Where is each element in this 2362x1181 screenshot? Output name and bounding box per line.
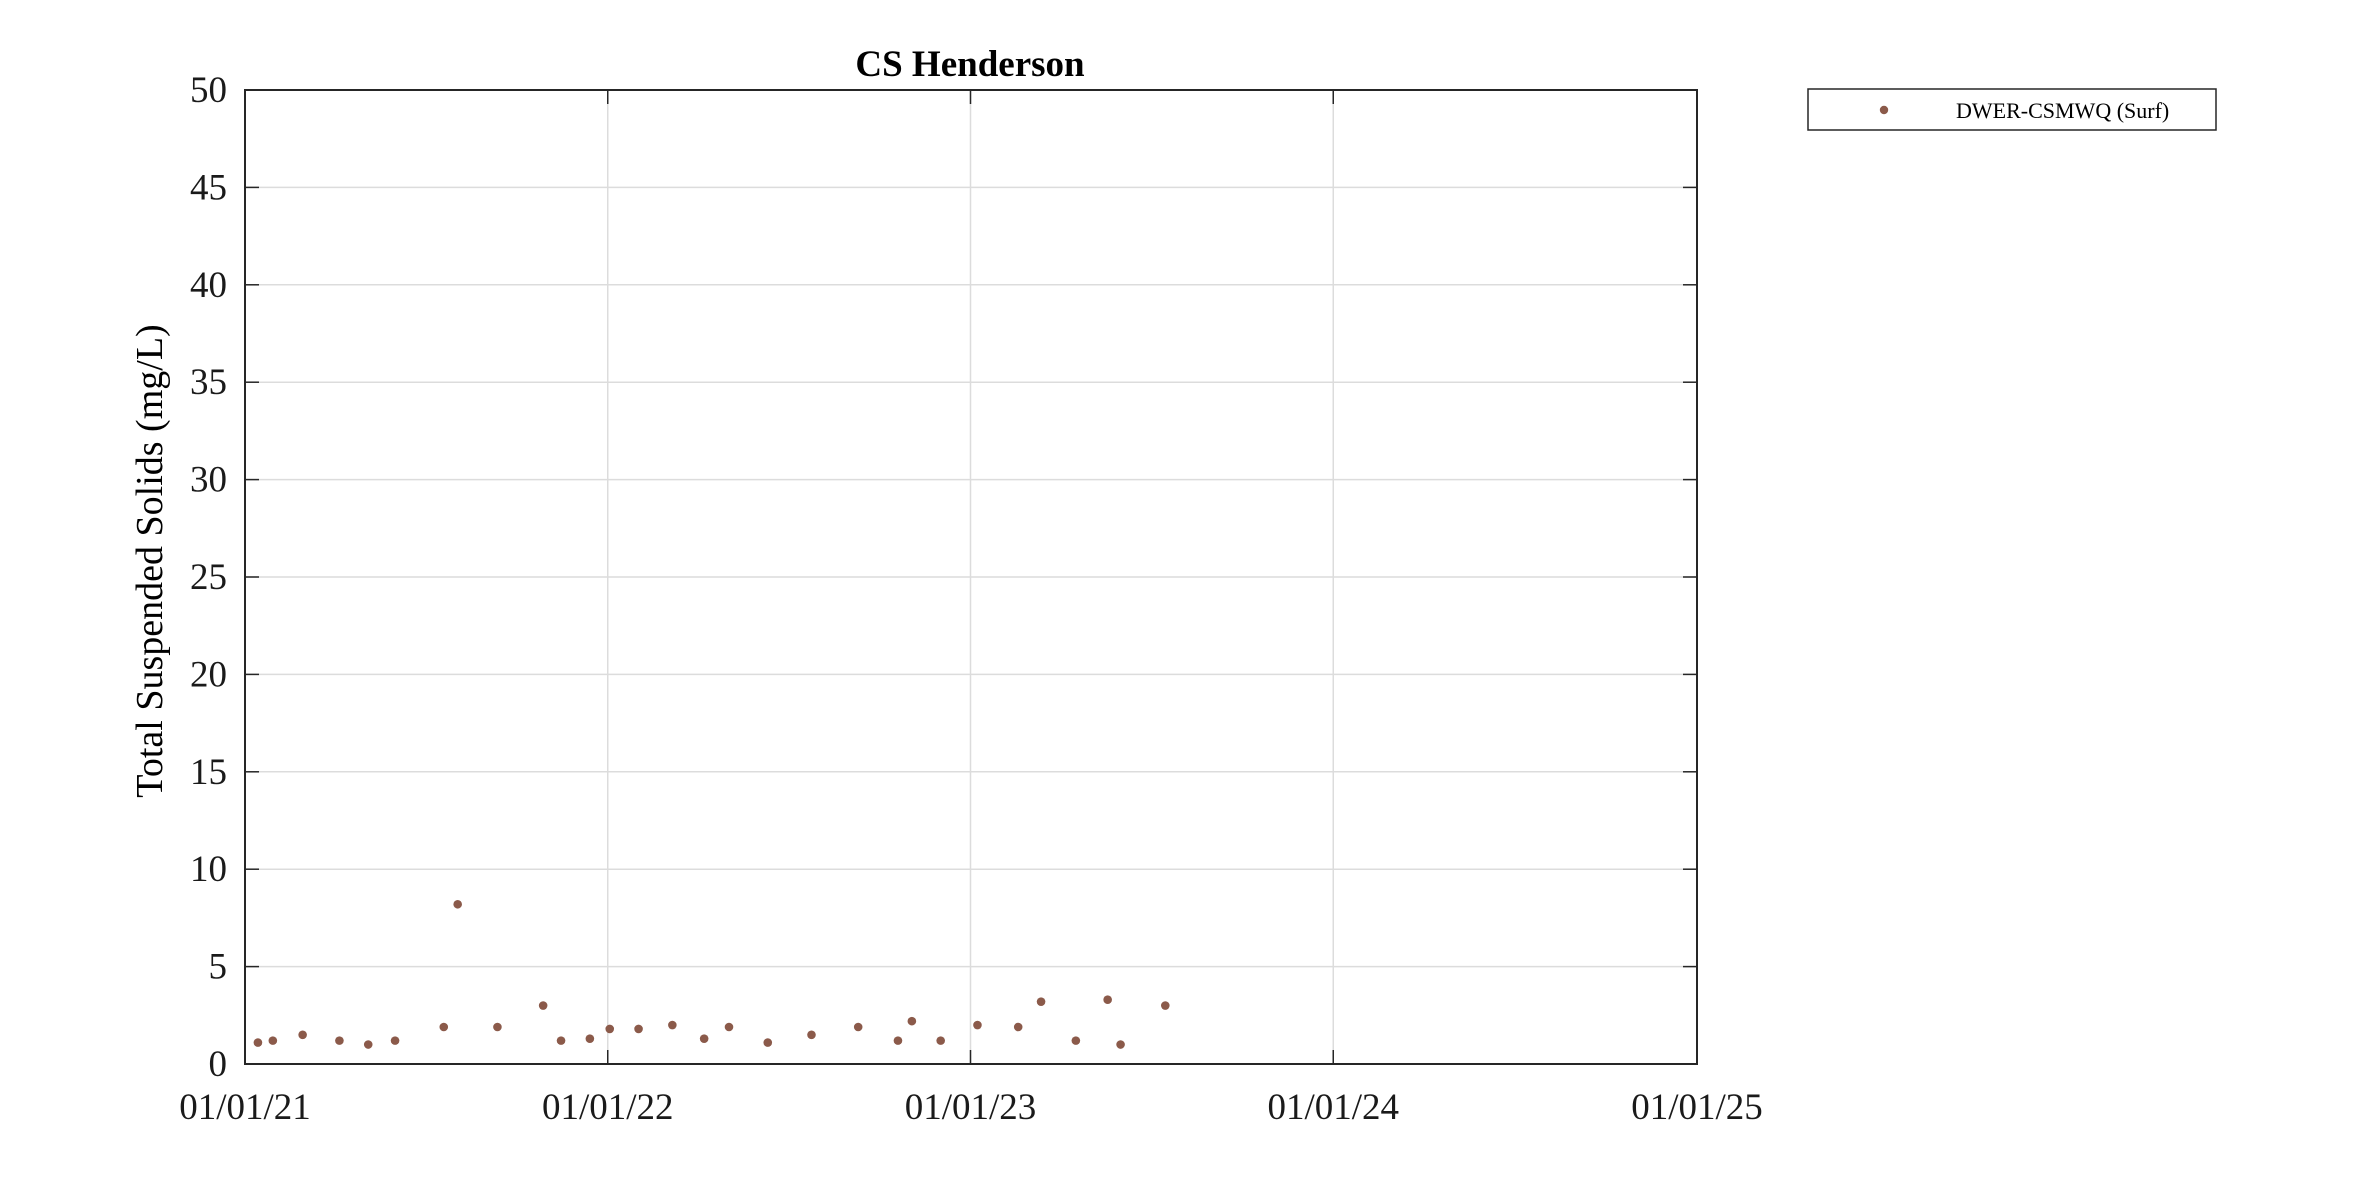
data-point xyxy=(1036,997,1046,1006)
y-tick-label: 35 xyxy=(190,362,227,403)
data-point xyxy=(1071,1036,1081,1045)
y-tick-label: 10 xyxy=(190,849,227,890)
legend-marker xyxy=(1879,105,1889,115)
grid xyxy=(245,90,1697,1064)
x-tick-label: 01/01/21 xyxy=(179,1087,311,1128)
data-point xyxy=(936,1036,945,1045)
y-tick-label: 20 xyxy=(190,654,227,695)
y-tick-label: 0 xyxy=(209,1044,228,1085)
data-point xyxy=(253,1038,263,1047)
data-point xyxy=(439,1022,449,1032)
data-point xyxy=(668,1020,677,1030)
data-point xyxy=(893,1036,903,1045)
y-tick-label: 45 xyxy=(190,167,227,208)
data-point xyxy=(1013,1022,1023,1032)
data-point xyxy=(390,1036,400,1045)
plot-frame xyxy=(244,89,1698,1065)
x-tick-label: 01/01/22 xyxy=(542,1087,674,1128)
data-point xyxy=(634,1024,643,1034)
y-tick-label: 40 xyxy=(190,265,227,306)
chart-title: CS Henderson xyxy=(855,44,1085,85)
y-axis-label: Total Suspended Solids (mg/L) xyxy=(129,324,171,797)
legend-label: DWER-CSMWQ (Surf) xyxy=(1956,98,2169,123)
data-point xyxy=(763,1038,773,1047)
y-tick-label: 15 xyxy=(190,752,227,793)
axes: 0 5 10 15 20 25 30 35 40 45 50 01/01/21 01/01/22 01/0… xyxy=(179,70,1763,1128)
x-tick-label: 01/01/25 xyxy=(1631,1087,1763,1128)
data-point xyxy=(699,1034,709,1043)
y-tick-label: 50 xyxy=(190,70,227,111)
y-tick-label: 25 xyxy=(190,557,227,598)
data-point xyxy=(907,1016,917,1026)
data-point xyxy=(556,1036,566,1045)
data-point xyxy=(453,899,462,909)
y-tick-label: 5 xyxy=(209,947,228,988)
data-point xyxy=(493,1022,502,1032)
data-point xyxy=(298,1030,307,1040)
x-tick-label: 01/01/24 xyxy=(1267,1087,1399,1128)
data-point xyxy=(538,1001,548,1010)
data-point xyxy=(585,1034,595,1043)
data-point xyxy=(724,1022,734,1032)
data-point xyxy=(807,1030,816,1040)
data-point xyxy=(268,1036,278,1045)
legend: DWER-CSMWQ (Surf) xyxy=(1807,88,2217,131)
data-point xyxy=(1103,995,1112,1005)
data-points xyxy=(253,899,1170,1049)
data-point xyxy=(335,1036,344,1045)
x-tick-label: 01/01/23 xyxy=(905,1087,1037,1128)
data-point xyxy=(605,1024,615,1034)
data-point xyxy=(1160,1001,1170,1010)
y-tick-label: 30 xyxy=(190,460,227,501)
legend-box xyxy=(1807,88,2217,131)
data-point xyxy=(363,1040,373,1049)
data-point xyxy=(973,1020,982,1030)
data-point xyxy=(1116,1040,1125,1049)
data-point xyxy=(853,1022,863,1032)
